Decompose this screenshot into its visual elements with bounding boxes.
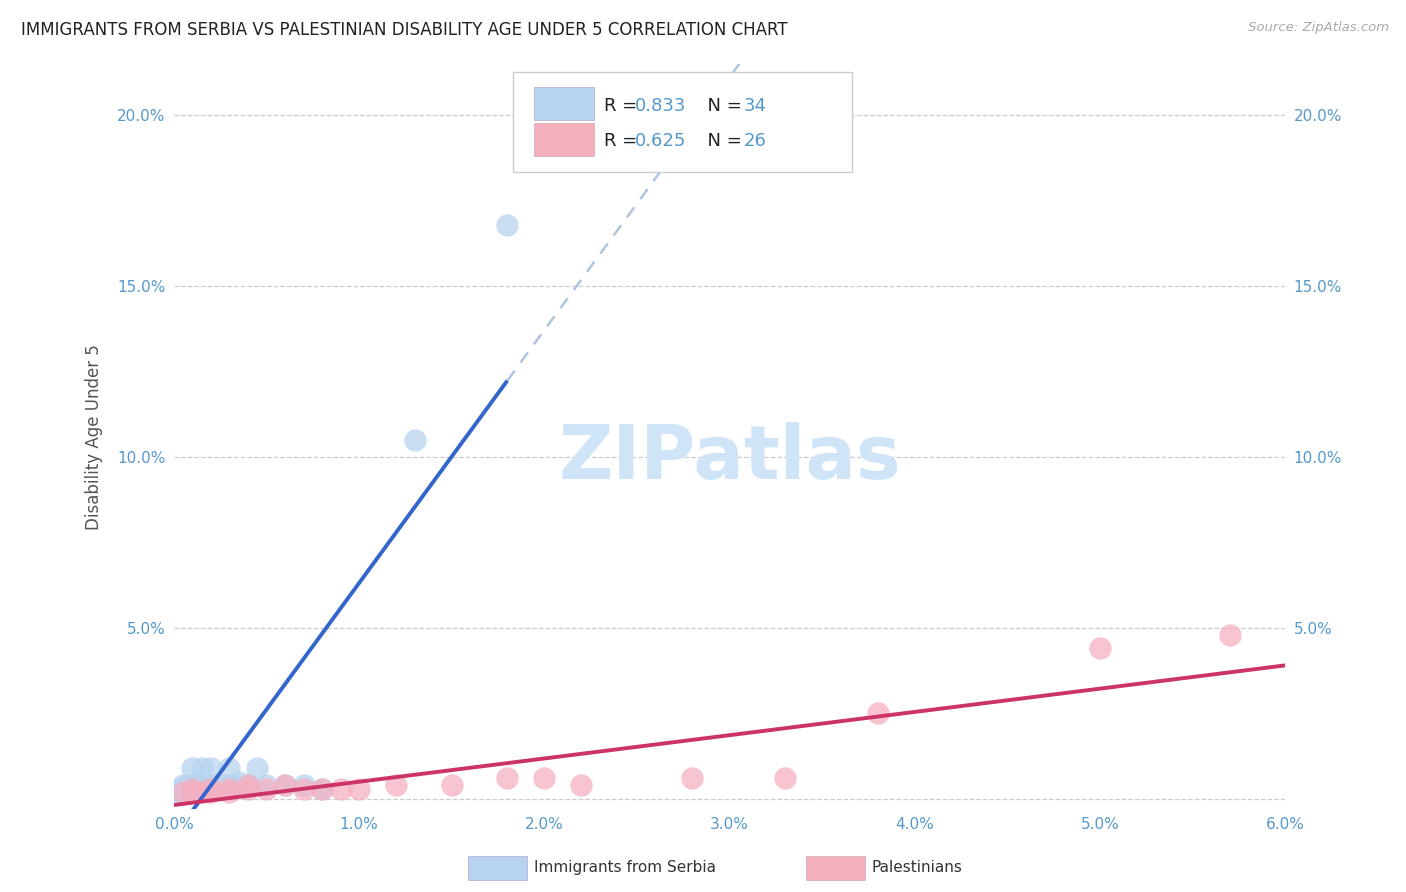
Point [177,781,200,796]
Point [190,785,212,799]
Point [187,778,209,792]
Point [176,778,198,792]
Point [533,772,555,786]
Point [274,778,297,792]
Point [184,781,207,796]
Point [347,781,370,796]
Text: N =: N = [696,132,748,150]
Text: 26: 26 [744,132,766,150]
Point [200,785,222,799]
Point [256,781,278,796]
Point [773,772,796,786]
Point [200,761,222,775]
Point [181,781,204,796]
Point [311,781,333,796]
Point [246,761,269,775]
Text: ZIPatlas: ZIPatlas [558,423,901,495]
Point [176,781,198,796]
Point [256,778,278,792]
Point [404,433,426,447]
Point [209,778,232,792]
Point [385,778,408,792]
FancyBboxPatch shape [513,71,852,172]
Point [204,778,226,792]
Point [292,778,315,792]
Point [172,785,194,799]
Text: IMMIGRANTS FROM SERBIA VS PALESTINIAN DISABILITY AGE UNDER 5 CORRELATION CHART: IMMIGRANTS FROM SERBIA VS PALESTINIAN DI… [21,21,787,38]
FancyBboxPatch shape [534,123,593,156]
Text: 0.625: 0.625 [636,132,686,150]
Point [174,785,197,799]
Point [172,778,194,792]
Point [274,778,297,792]
Point [218,778,240,792]
Point [1088,641,1111,656]
Point [194,781,217,796]
Point [180,778,202,792]
Point [496,218,519,232]
Text: N =: N = [696,96,748,115]
Point [170,785,193,799]
Point [190,761,212,775]
Point [1218,628,1240,642]
Point [181,785,204,799]
Point [190,778,212,792]
Text: 0.833: 0.833 [636,96,686,115]
Point [329,781,352,796]
Point [222,778,245,792]
Point [181,761,204,775]
Text: R =: R = [605,96,643,115]
Point [236,778,259,792]
Point [169,781,191,796]
Point [292,781,315,796]
Point [236,778,259,792]
Point [311,781,333,796]
Text: Palestinians: Palestinians [872,861,963,875]
Point [218,761,240,775]
Text: 34: 34 [744,96,766,115]
Point [236,778,259,792]
Point [440,778,463,792]
Point [569,778,592,792]
Text: R =: R = [605,132,643,150]
Point [181,781,204,796]
FancyBboxPatch shape [534,87,593,120]
Point [866,706,889,721]
Point [166,785,188,799]
Point [681,772,703,786]
Point [200,778,222,792]
Point [200,781,222,796]
Point [172,781,194,796]
Point [218,781,240,796]
Text: Source: ZipAtlas.com: Source: ZipAtlas.com [1249,21,1389,34]
Point [236,781,259,796]
Point [228,774,250,789]
Text: Immigrants from Serbia: Immigrants from Serbia [534,861,716,875]
Point [496,772,519,786]
Point [218,785,240,799]
Y-axis label: Disability Age Under 5: Disability Age Under 5 [86,343,103,530]
